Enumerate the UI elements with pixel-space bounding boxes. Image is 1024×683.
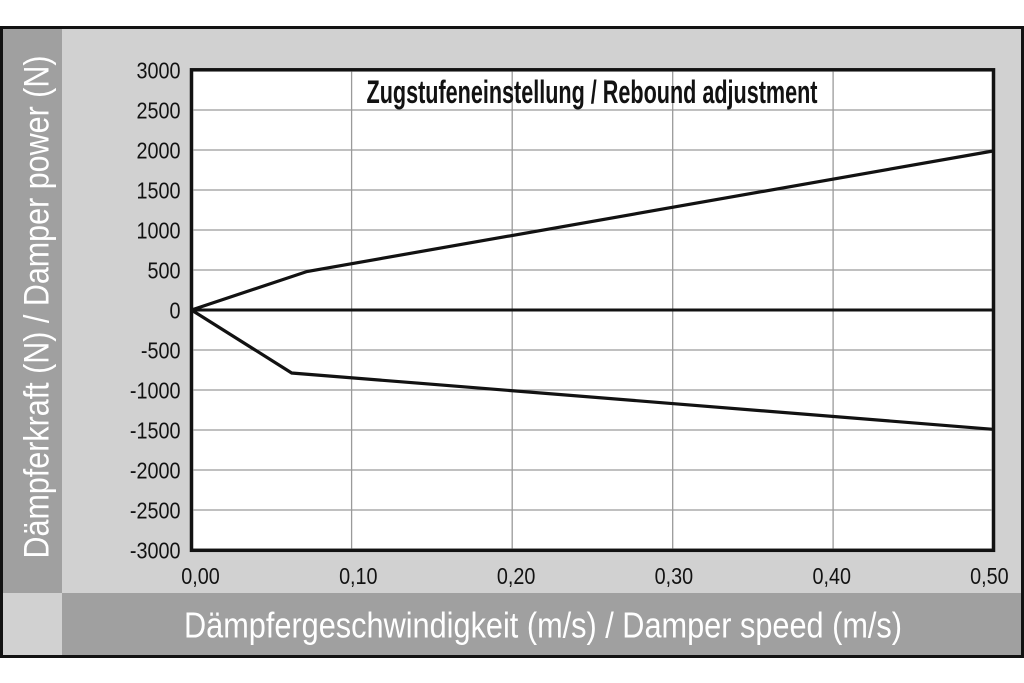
svg-text:3000: 3000 (137, 58, 181, 84)
svg-text:0: 0 (169, 298, 180, 324)
svg-text:-2500: -2500 (130, 498, 181, 524)
svg-text:-500: -500 (141, 338, 181, 364)
svg-text:500: 500 (148, 258, 181, 284)
svg-text:1500: 1500 (137, 178, 181, 204)
svg-text:Dämpferkraft (N) / Damper powe: Dämpferkraft (N) / Damper power (N) (16, 56, 56, 559)
svg-text:0,40: 0,40 (812, 564, 851, 590)
svg-text:-1500: -1500 (130, 418, 181, 444)
svg-text:-2000: -2000 (130, 458, 181, 484)
svg-text:0,50: 0,50 (970, 564, 1009, 590)
svg-text:0,10: 0,10 (339, 564, 378, 590)
svg-text:Zugstufeneinstellung / Rebound: Zugstufeneinstellung / Rebound adjustmen… (367, 74, 818, 110)
svg-text:0,20: 0,20 (497, 564, 536, 590)
svg-text:Dämpfergeschwindigkeit (m/s) /: Dämpfergeschwindigkeit (m/s) / Damper sp… (184, 605, 902, 646)
svg-text:0,30: 0,30 (655, 564, 694, 590)
svg-text:1000: 1000 (137, 218, 181, 244)
svg-text:2000: 2000 (137, 138, 181, 164)
svg-text:0,00: 0,00 (181, 564, 220, 590)
svg-text:-3000: -3000 (130, 538, 181, 564)
svg-text:-1000: -1000 (130, 378, 181, 404)
svg-text:2500: 2500 (137, 98, 181, 124)
